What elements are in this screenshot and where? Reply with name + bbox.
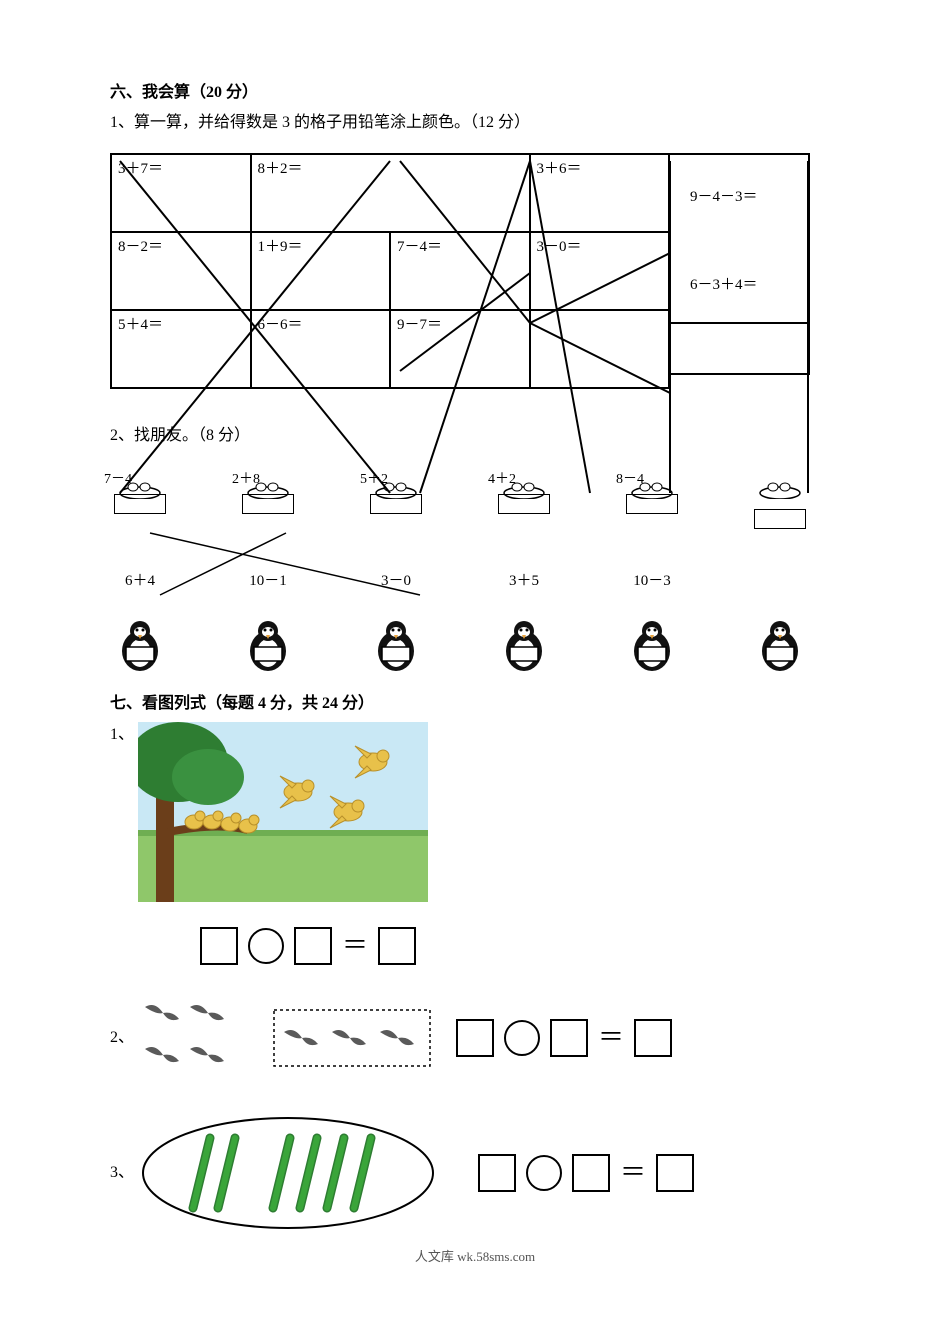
nest: 2＋8 <box>238 479 298 530</box>
penguin <box>750 617 810 682</box>
penguin <box>238 617 298 682</box>
nest: 8－4 <box>622 479 682 530</box>
nest: 7－4 <box>110 479 170 530</box>
calc-table: 3＋7＝ 8＋2＝ 3＋6＝ 8－2＝ 1＋9＝ 7－4＝ 3－0＝ 5＋4＝ … <box>110 153 670 389</box>
blank-square[interactable] <box>200 927 238 965</box>
blank-square[interactable] <box>456 1019 494 1057</box>
blank-circle[interactable] <box>526 1155 562 1191</box>
q-label: 2、 <box>110 1025 138 1051</box>
expr: 10－1 <box>238 569 298 593</box>
cell: 5＋4＝ <box>111 310 251 388</box>
nest: 4＋2 <box>494 479 554 530</box>
penguin-row <box>110 599 810 682</box>
penguin <box>622 617 682 682</box>
equals-sign: ＝ <box>598 1017 624 1059</box>
cell: 8＋2＝ <box>251 154 530 232</box>
blank-square[interactable] <box>634 1019 672 1057</box>
cell: 3－0＝ <box>530 232 670 310</box>
blank-square[interactable] <box>572 1154 610 1192</box>
right-column: 9－4－3＝ 6－3＋4＝ <box>668 153 810 375</box>
sticks-illustration <box>138 1113 438 1233</box>
q7-2: 2、 <box>110 993 840 1083</box>
blank-square[interactable] <box>294 927 332 965</box>
equation-blank: ＝ <box>200 925 416 967</box>
friends-match: 7－4 2＋8 5＋2 4＋2 8－4 6＋4 10－1 <box>110 479 830 679</box>
penguin <box>366 617 426 682</box>
section6-title: 六、我会算（20 分） <box>110 80 840 106</box>
equation-blank: ＝ <box>456 1017 672 1059</box>
nest: 5＋2 <box>366 479 426 530</box>
equation-blank: ＝ <box>478 1152 694 1194</box>
blank-square[interactable] <box>378 927 416 965</box>
cell: 8－2＝ <box>111 232 251 310</box>
blank-square[interactable] <box>656 1154 694 1192</box>
cell: 9－4－3＝ <box>690 185 758 209</box>
section6-q2-text: 2、找朋友。（8 分） <box>110 423 840 449</box>
q-label: 1、 <box>110 722 138 748</box>
answer-box[interactable] <box>754 509 806 529</box>
doves-right <box>272 1008 432 1068</box>
section6-q1-text: 1、算一算，并给得数是 3 的格子用铅笔涂上颜色。（12 分） <box>110 110 840 136</box>
cell <box>530 310 670 388</box>
calc-grid: 3＋7＝ 8＋2＝ 3＋6＝ 8－2＝ 1＋9＝ 7－4＝ 3－0＝ 5＋4＝ … <box>110 153 810 373</box>
equals-sign: ＝ <box>620 1152 646 1194</box>
cell: 1＋9＝ <box>251 232 391 310</box>
blank-circle[interactable] <box>248 928 284 964</box>
blank-circle[interactable] <box>504 1020 540 1056</box>
cell: 6－3＋4＝ <box>690 273 758 297</box>
cell: 6－6＝ <box>251 310 391 388</box>
cell: 3＋7＝ <box>111 154 251 232</box>
cell: 9－7＝ <box>390 310 530 388</box>
expr: 3－0 <box>366 569 426 593</box>
expr: 10－3 <box>622 569 682 593</box>
footer-text: 人文库 wk.58sms.com <box>110 1247 840 1268</box>
nest <box>750 479 810 530</box>
nest-row: 7－4 2＋8 5＋2 4＋2 8－4 <box>110 479 810 530</box>
doves-left <box>138 993 248 1083</box>
q7-3: 3、 <box>110 1113 840 1233</box>
penguin <box>110 617 170 682</box>
expr <box>750 569 810 593</box>
q-label: 3、 <box>110 1160 138 1186</box>
blank-square[interactable] <box>478 1154 516 1192</box>
bottom-expr-row: 6＋4 10－1 3－0 3＋5 10－3 <box>110 569 810 593</box>
cell: 7－4＝ <box>390 232 530 310</box>
blank-square[interactable] <box>550 1019 588 1057</box>
q7-1: 1、 <box>110 722 840 911</box>
expr: 6＋4 <box>110 569 170 593</box>
birds-illustration <box>138 722 428 911</box>
equals-sign: ＝ <box>342 925 368 967</box>
expr: 3＋5 <box>494 569 554 593</box>
penguin <box>494 617 554 682</box>
cell: 3＋6＝ <box>530 154 670 232</box>
section7-title: 七、看图列式（每题 4 分，共 24 分） <box>110 691 840 717</box>
